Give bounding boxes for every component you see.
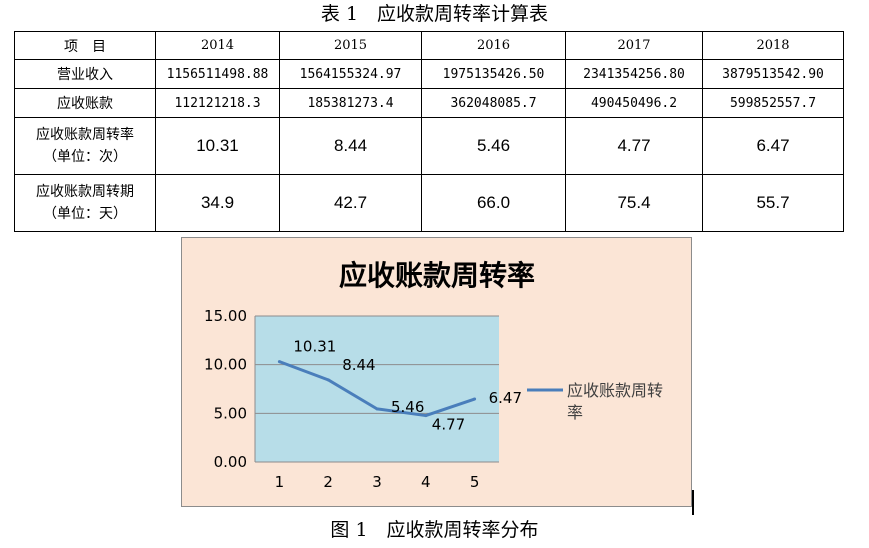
- row-label-unit: （单位：次）: [43, 149, 127, 165]
- x-tick-label: 5: [470, 473, 480, 491]
- row-label-line: 应收账款周转率: [36, 127, 134, 143]
- row-label: 应收账款: [14, 88, 156, 118]
- table-row-turnover-period: 应收账款周转期 （单位：天） 34.9 42.7 66.0 75.4 55.7: [14, 174, 844, 232]
- y-tick-label: 10.00: [204, 356, 247, 374]
- table-cell: 66.0: [421, 174, 566, 232]
- table-cell: 1156511498.88: [155, 59, 280, 89]
- table-row-turnover-rate: 应收账款周转率 （单位：次） 10.31 8.44 5.46 4.77 6.47: [14, 117, 844, 175]
- table-cell: 8.44: [279, 117, 422, 175]
- table-cell: 6.47: [702, 117, 844, 175]
- row-label-unit: （单位：天）: [43, 206, 127, 222]
- data-labels: 10.31 8.44 5.46 4.77 6.47: [293, 338, 522, 434]
- table-cell: 362048085.7: [421, 88, 566, 118]
- header-year-2017: 2017: [565, 31, 703, 60]
- legend-label-line-1: 应收账款周转: [567, 381, 663, 400]
- row-label-line: 应收账款周转期: [36, 184, 134, 200]
- table-cell: 42.7: [279, 174, 422, 232]
- x-tick-label: 4: [421, 473, 431, 491]
- table-cell: 34.9: [155, 174, 280, 232]
- table-row-receivables: 应收账款 112121218.3 185381273.4 362048085.7…: [14, 88, 844, 118]
- x-tick-label: 1: [275, 473, 285, 491]
- data-label: 6.47: [489, 389, 522, 407]
- table-caption: 表 1 应收款周转率计算表: [320, 3, 549, 25]
- table-cell: 490450496.2: [565, 88, 703, 118]
- data-point: [424, 414, 428, 418]
- header-year-2018: 2018: [702, 31, 844, 60]
- table-cell: 3879513542.90: [702, 59, 844, 89]
- table-row-revenue: 营业收入 1156511498.88 1564155324.97 1975135…: [14, 59, 844, 89]
- chart-area: 应收账款周转率 0.00 5.00 10.00 15.00 1 2 3 4 5 10.31 8.4…: [181, 237, 692, 507]
- table-cell: 1975135426.50: [421, 59, 566, 89]
- table-header-row: 项 目 2014 2015 2016 2017 2018: [14, 31, 844, 60]
- table-cell: 185381273.4: [279, 88, 422, 118]
- data-point: [326, 378, 330, 382]
- plot-area: [255, 316, 499, 462]
- grid-lines: [255, 315, 499, 463]
- x-tick-label: 3: [372, 473, 382, 491]
- table-cell: 1564155324.97: [279, 59, 422, 89]
- data-point: [473, 397, 477, 401]
- table-cell: 10.31: [155, 117, 280, 175]
- turnover-line-chart: 应收账款周转率 0.00 5.00 10.00 15.00 1 2 3 4 5 10.31 8.4…: [204, 259, 663, 491]
- header-item: 项 目: [14, 31, 156, 60]
- data-point: [375, 407, 379, 411]
- legend: 应收账款周转 率: [527, 381, 663, 422]
- table-cell: 55.7: [702, 174, 844, 232]
- data-label: 4.77: [432, 416, 465, 434]
- header-year-2014: 2014: [155, 31, 280, 60]
- header-year-2016: 2016: [421, 31, 566, 60]
- y-tick-label: 5.00: [214, 404, 247, 422]
- x-tick-label: 2: [323, 473, 333, 491]
- table-cell: 75.4: [565, 174, 703, 232]
- table-cell: 599852557.7: [702, 88, 844, 118]
- axes: 0.00 5.00 10.00 15.00 1 2 3 4 5: [204, 307, 479, 491]
- row-label: 应收账款周转期 （单位：天）: [14, 174, 156, 232]
- figure-caption: 图 1 应收款周转率分布: [330, 519, 539, 541]
- data-label: 5.46: [391, 398, 424, 416]
- legend-label-line-2: 率: [567, 403, 583, 422]
- table-cell: 2341354256.80: [565, 59, 703, 89]
- header-year-2015: 2015: [279, 31, 422, 60]
- row-label: 营业收入: [14, 59, 156, 89]
- data-label: 10.31: [293, 338, 336, 356]
- y-tick-label: 0.00: [214, 453, 247, 471]
- text-cursor: [692, 490, 694, 515]
- table-cell: 112121218.3: [155, 88, 280, 118]
- data-point: [277, 360, 281, 364]
- data-label: 8.44: [342, 356, 375, 374]
- series: [277, 360, 477, 418]
- turnover-table: 项 目 2014 2015 2016 2017 2018 营业收入 115651…: [14, 31, 844, 232]
- table-cell: 4.77: [565, 117, 703, 175]
- table-cell: 5.46: [421, 117, 566, 175]
- y-tick-label: 15.00: [204, 307, 247, 325]
- row-label: 应收账款周转率 （单位：次）: [14, 117, 156, 175]
- chart-title: 应收账款周转率: [339, 259, 535, 292]
